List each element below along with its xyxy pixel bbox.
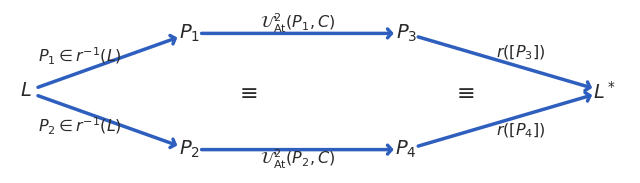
Text: $\mathcal{U}^2_{\mathrm{At}}(P_1, C)$: $\mathcal{U}^2_{\mathrm{At}}(P_1, C)$ bbox=[260, 12, 335, 35]
Text: $P_1$: $P_1$ bbox=[179, 23, 200, 44]
Text: $P_4$: $P_4$ bbox=[396, 139, 417, 160]
Text: $\equiv$: $\equiv$ bbox=[452, 81, 475, 102]
Text: $L$: $L$ bbox=[20, 83, 32, 100]
Text: $P_1 \in r^{-1}(L)$: $P_1 \in r^{-1}(L)$ bbox=[38, 46, 122, 67]
Text: $P_2 \in r^{-1}(L)$: $P_2 \in r^{-1}(L)$ bbox=[38, 116, 122, 137]
Text: $L^*$: $L^*$ bbox=[593, 81, 616, 102]
Text: $P_2$: $P_2$ bbox=[179, 139, 200, 160]
Text: $\mathcal{U}^2_{\mathrm{At}}(P_2, C)$: $\mathcal{U}^2_{\mathrm{At}}(P_2, C)$ bbox=[260, 148, 335, 171]
Text: $P_3$: $P_3$ bbox=[396, 23, 417, 44]
Text: $\equiv$: $\equiv$ bbox=[236, 81, 258, 102]
Text: $r([P_4])$: $r([P_4])$ bbox=[496, 121, 545, 140]
Text: $r([P_3])$: $r([P_3])$ bbox=[496, 43, 545, 62]
